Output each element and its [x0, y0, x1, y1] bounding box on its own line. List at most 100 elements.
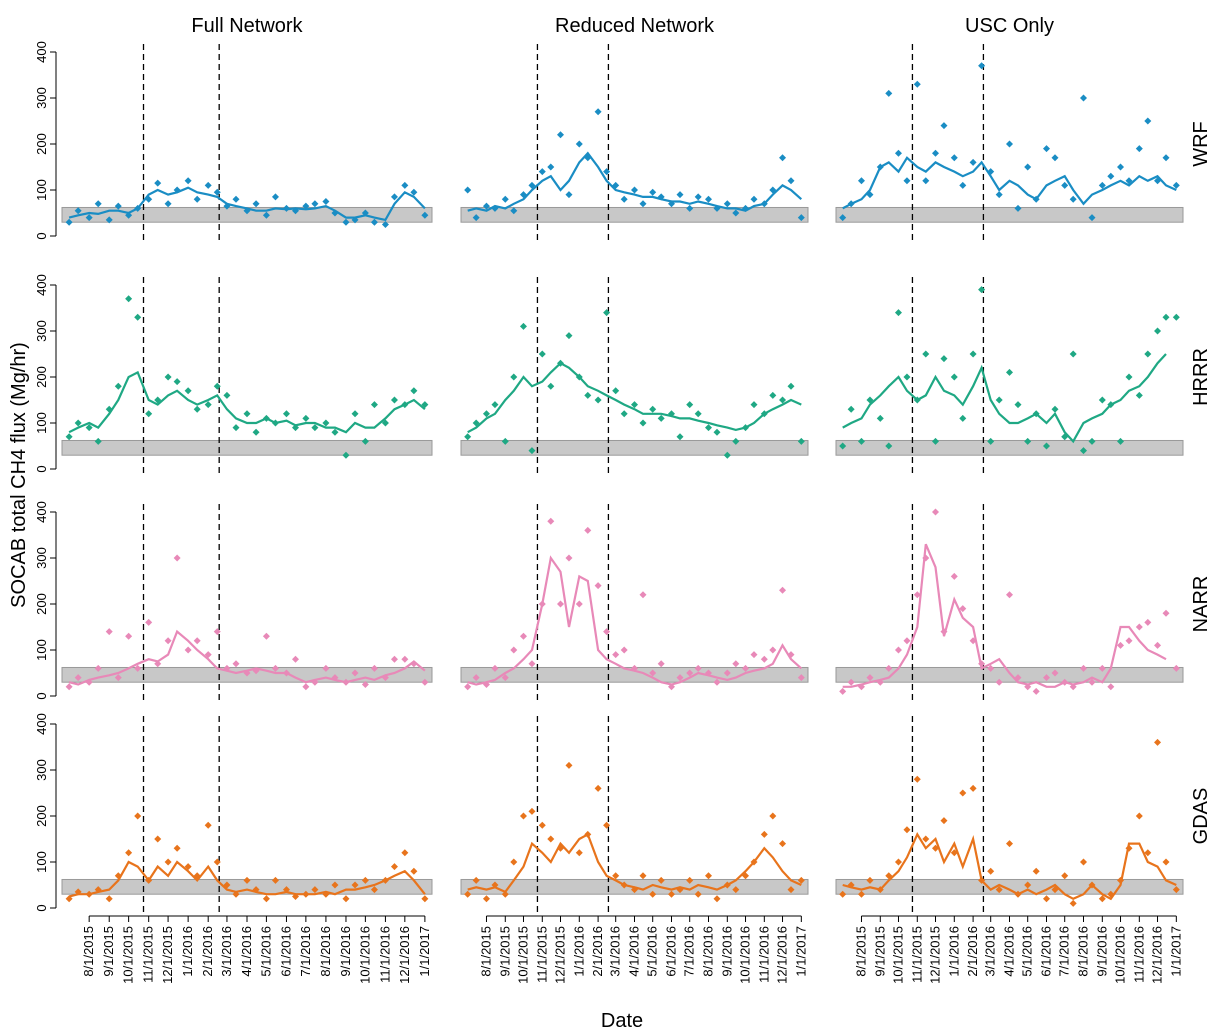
point: [657, 660, 665, 668]
row-label: HRRR: [1190, 348, 1212, 406]
point: [668, 410, 676, 418]
point: [686, 401, 694, 409]
point: [769, 391, 777, 399]
point: [913, 775, 921, 783]
x-tick-label: 11/1/2015: [534, 926, 549, 983]
point: [1032, 687, 1040, 695]
point: [271, 876, 279, 884]
point: [173, 554, 181, 562]
y-tick-label: 0: [34, 692, 49, 699]
point: [723, 451, 731, 459]
x-tick-label: 6/1/2016: [278, 926, 293, 977]
point: [410, 387, 418, 395]
x-tick-label: 10/1/2016: [738, 926, 753, 984]
point: [1125, 373, 1133, 381]
point: [292, 207, 300, 215]
point: [390, 655, 398, 663]
point: [193, 637, 201, 645]
x-tick-label: 9/1/2016: [719, 926, 734, 977]
x-tick-label: 2/1/2016: [200, 926, 215, 977]
x-tick-label: 3/1/2016: [983, 926, 998, 977]
point: [750, 858, 758, 866]
point: [538, 350, 546, 358]
point: [978, 876, 986, 884]
y-tick-label: 300: [34, 547, 49, 569]
point: [204, 181, 212, 189]
point: [676, 433, 684, 441]
point: [173, 844, 181, 852]
point: [482, 895, 490, 903]
point: [913, 591, 921, 599]
point: [1135, 391, 1143, 399]
x-tick-label: 12/1/2015: [160, 926, 175, 984]
point: [631, 886, 638, 894]
y-tick-label: 400: [34, 713, 49, 735]
point: [594, 108, 602, 116]
point: [732, 437, 740, 445]
y-tick-label: 100: [34, 179, 49, 201]
point: [85, 678, 93, 686]
point: [750, 651, 758, 659]
point: [105, 405, 113, 413]
point: [94, 437, 102, 445]
point: [528, 181, 536, 189]
point: [1098, 396, 1106, 404]
point: [184, 646, 192, 654]
point: [787, 382, 795, 390]
y-tick-label: 400: [34, 501, 49, 523]
point: [575, 849, 583, 857]
point: [125, 632, 133, 640]
point: [1117, 641, 1125, 649]
point: [969, 784, 977, 792]
y-tick-label: 300: [34, 320, 49, 342]
point: [1162, 858, 1170, 866]
trend-line: [842, 832, 1177, 901]
point: [154, 660, 162, 668]
point: [639, 591, 647, 599]
point: [381, 419, 389, 427]
x-tick-label: 11/1/2016: [756, 926, 771, 983]
point: [262, 211, 270, 219]
point: [885, 664, 893, 672]
point: [361, 209, 369, 217]
point: [401, 181, 409, 189]
point: [1043, 442, 1051, 450]
point: [847, 678, 855, 686]
point: [1135, 812, 1143, 820]
x-tick-label: 9/1/2015: [497, 926, 512, 977]
x-tick-label: 11/1/2016: [1131, 926, 1146, 983]
x-tick-label: 12/1/2016: [1150, 926, 1165, 984]
point: [1144, 618, 1152, 626]
point: [612, 387, 620, 395]
x-tick-label: 9/1/2015: [872, 926, 887, 977]
point: [649, 669, 657, 677]
point: [1107, 401, 1115, 409]
point: [370, 218, 378, 226]
point: [501, 890, 509, 898]
point: [145, 618, 153, 626]
point: [1135, 145, 1143, 153]
point: [491, 881, 499, 889]
point: [1080, 664, 1088, 672]
point: [204, 821, 212, 829]
point: [1144, 117, 1152, 125]
point: [686, 204, 694, 212]
point: [657, 876, 665, 884]
x-tick-label: 6/1/2016: [664, 926, 679, 977]
point: [232, 660, 240, 668]
point: [351, 216, 359, 224]
point: [164, 858, 172, 866]
panel: [460, 716, 809, 912]
point: [528, 660, 536, 668]
x-tick-label: 1/1/2017: [1168, 926, 1183, 977]
column-title: USC Only: [965, 15, 1054, 37]
point: [594, 784, 602, 792]
y-tick-label: 300: [34, 87, 49, 109]
point: [676, 886, 684, 894]
point: [145, 410, 153, 418]
point: [657, 414, 665, 422]
point: [876, 886, 884, 894]
band: [835, 206, 1184, 223]
point: [1051, 886, 1059, 894]
point: [612, 181, 620, 189]
